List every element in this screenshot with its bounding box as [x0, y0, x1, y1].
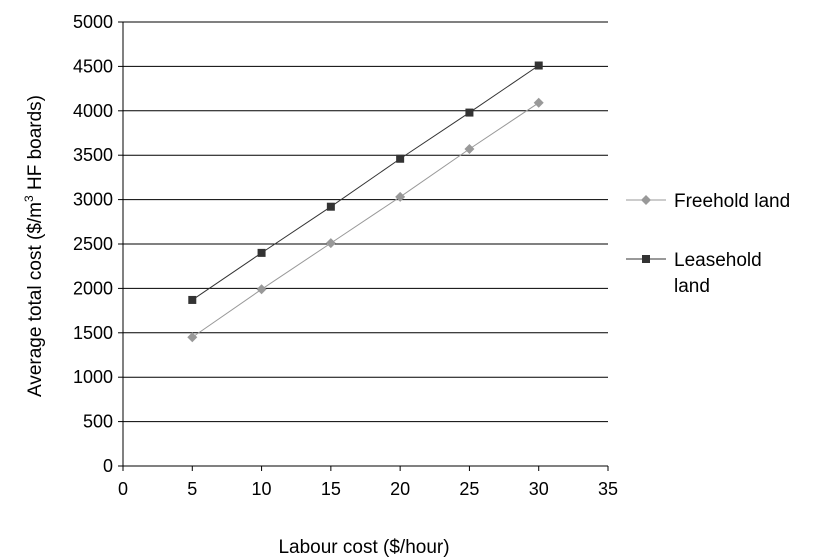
- data-point-leasehold-land-30: [534, 61, 543, 70]
- gridlines: [123, 21, 608, 423]
- x-tick-label-35: 35: [598, 479, 618, 499]
- y-tick-label-2500: 2500: [73, 234, 113, 254]
- data-point-leasehold-land-5: [188, 295, 197, 304]
- data-point-leasehold-land-10: [257, 248, 266, 257]
- y-axis-title-superscript: 3: [22, 195, 36, 202]
- y-tick-label-3500: 3500: [73, 145, 113, 165]
- data-point-leasehold-land-15: [326, 202, 335, 211]
- x-axis-title: Labour cost ($/hour): [278, 537, 449, 557]
- legend: Freehold land Leasehold land: [626, 191, 790, 297]
- x-tick-labels: 0 5 10 15 20 25 30 35: [118, 479, 618, 499]
- x-tick-label-20: 20: [390, 479, 410, 499]
- data-point-leasehold-land-25: [465, 108, 474, 117]
- data-point-leasehold-land-20: [396, 154, 405, 163]
- y-tick-label-1500: 1500: [73, 323, 113, 343]
- series-group: [187, 61, 544, 343]
- legend-item-freehold-land: Freehold land: [626, 191, 790, 212]
- data-point-freehold-land-30: [533, 97, 544, 108]
- y-tick-label-4500: 4500: [73, 56, 113, 76]
- y-tick-label-2000: 2000: [73, 278, 113, 298]
- x-tick-label-10: 10: [252, 479, 272, 499]
- legend-marker-leasehold-land: [642, 255, 650, 263]
- legend-label-freehold-land-1: Freehold land: [674, 191, 790, 212]
- legend-item-leasehold-land: Leasehold land: [626, 250, 762, 297]
- x-tick-label-0: 0: [118, 479, 128, 499]
- legend-label-leasehold-land-2: land: [674, 276, 710, 297]
- data-point-freehold-land-5: [187, 332, 198, 343]
- axes: [118, 21, 609, 471]
- y-tick-label-0: 0: [103, 456, 113, 476]
- data-point-freehold-land-10: [256, 284, 267, 295]
- x-tick-label-15: 15: [321, 479, 341, 499]
- legend-marker-freehold-land: [641, 195, 651, 205]
- y-tick-label-1000: 1000: [73, 367, 113, 387]
- data-point-freehold-land-20: [395, 191, 406, 202]
- series-line-leasehold-land: [192, 65, 539, 301]
- y-tick-labels: 0 500 1000 1500 2000 2500 3000 3500 4000 4500 5000: [73, 12, 113, 476]
- data-point-freehold-land-15: [325, 238, 336, 249]
- y-axis-title-main: Average total cost ($/m: [25, 202, 46, 397]
- y-tick-label-3000: 3000: [73, 190, 113, 210]
- y-axis-title: Average total cost ($/m3 HF boards): [22, 95, 46, 397]
- y-tick-label-4000: 4000: [73, 101, 113, 121]
- y-axis-title-end: HF boards): [25, 95, 46, 195]
- legend-label-leasehold-land-1: Leasehold: [674, 250, 762, 271]
- series-freehold-land: [187, 97, 544, 343]
- data-point-freehold-land-25: [464, 143, 475, 154]
- series-leasehold-land: [188, 61, 543, 304]
- x-tick-label-5: 5: [187, 479, 197, 499]
- x-tick-label-30: 30: [529, 479, 549, 499]
- series-line-freehold-land: [192, 102, 539, 338]
- y-tick-label-5000: 5000: [73, 12, 113, 32]
- y-tick-label-500: 500: [83, 412, 113, 432]
- x-tick-label-25: 25: [459, 479, 479, 499]
